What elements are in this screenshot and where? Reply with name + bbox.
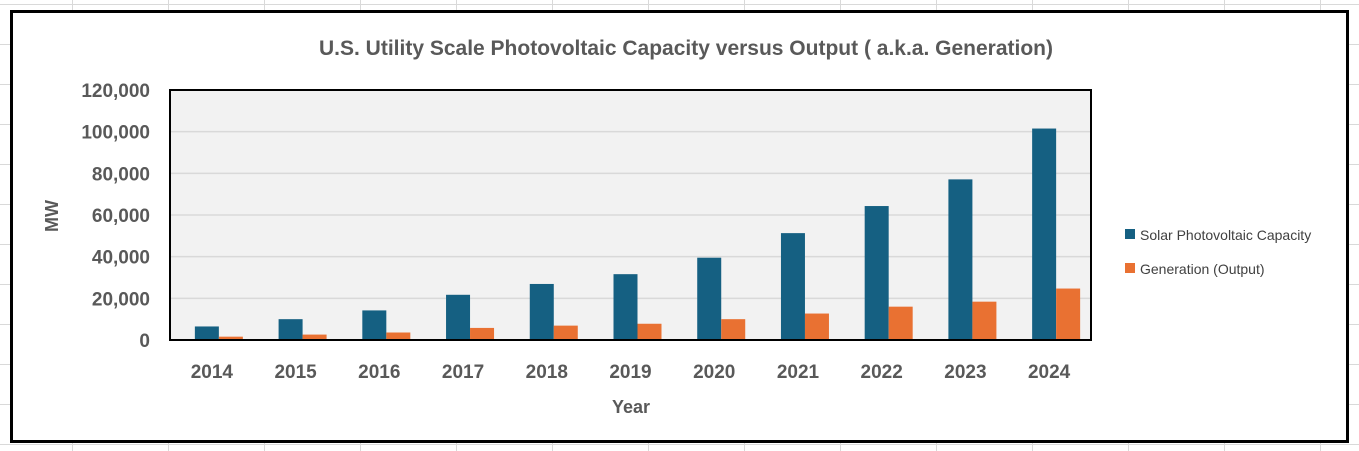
legend-swatch — [1125, 263, 1135, 273]
chart-title: U.S. Utility Scale Photovoltaic Capacity… — [319, 37, 1053, 60]
bar-generation-2020 — [721, 319, 746, 340]
x-axis-label: Year — [612, 397, 650, 417]
bar-capacity-2018 — [529, 283, 554, 340]
bar-capacity-2017 — [446, 294, 471, 340]
x-tick-label: 2019 — [609, 362, 651, 383]
bar-capacity-2022 — [864, 206, 889, 340]
bar-capacity-2016 — [362, 310, 387, 340]
y-tick-label: 120,000 — [81, 81, 150, 102]
bar-capacity-2023 — [948, 179, 973, 340]
bar-generation-2024 — [1056, 288, 1081, 340]
bar-generation-2019 — [637, 323, 662, 340]
x-axis: 2014 2015 2016 2017 2018 2019 2020 2021 2022 2023… — [191, 362, 1071, 383]
chart-frame[interactable]: U.S. Utility Scale Photovoltaic Capacity… — [10, 10, 1349, 443]
y-axis-label: MW — [42, 200, 62, 232]
y-tick-label: 100,000 — [81, 123, 150, 144]
bar-capacity-2014 — [194, 326, 219, 340]
y-tick-label: 0 — [139, 331, 150, 352]
bar-capacity-2021 — [780, 233, 805, 340]
y-tick-label: 20,000 — [92, 289, 150, 310]
plot-border — [169, 89, 1092, 341]
x-tick-label: 2017 — [442, 362, 484, 383]
legend: Solar Photovoltaic Capacity Generation (O… — [1125, 227, 1311, 277]
y-axis: 0 20,000 40,000 60,000 80,000 100,000 120,000 — [81, 81, 150, 352]
x-tick-label: 2024 — [1028, 362, 1071, 383]
bar-generation-2022 — [888, 306, 913, 340]
bar-generation-2021 — [804, 313, 829, 340]
bar-generation-2023 — [972, 301, 997, 340]
x-tick-label: 2014 — [191, 362, 234, 383]
x-tick-label: 2021 — [777, 362, 820, 383]
x-tick-label: 2018 — [526, 362, 568, 383]
bar-generation-2014 — [218, 336, 243, 340]
x-tick-label: 2023 — [944, 362, 986, 383]
x-tick-label: 2016 — [358, 362, 400, 383]
bars — [194, 128, 1081, 340]
y-tick-label: 60,000 — [92, 206, 150, 227]
x-tick-label: 2015 — [274, 362, 317, 383]
y-tick-label: 80,000 — [92, 164, 150, 185]
y-tick-label: 40,000 — [92, 248, 150, 269]
bar-capacity-2019 — [613, 274, 638, 340]
bar-capacity-2024 — [1032, 128, 1057, 340]
bar-capacity-2020 — [697, 257, 722, 340]
legend-entry: Solar Photovoltaic Capacity — [1140, 227, 1311, 243]
legend-swatch — [1125, 229, 1135, 239]
bar-generation-2016 — [386, 332, 411, 340]
x-tick-label: 2022 — [861, 362, 903, 383]
chart: U.S. Utility Scale Photovoltaic Capacity… — [42, 37, 1311, 417]
bar-generation-2017 — [470, 327, 495, 340]
bar-generation-2015 — [302, 334, 327, 340]
bar-capacity-2015 — [278, 319, 303, 340]
legend-entry: Generation (Output) — [1140, 261, 1265, 277]
bar-generation-2018 — [553, 325, 578, 340]
x-tick-label: 2020 — [693, 362, 735, 383]
